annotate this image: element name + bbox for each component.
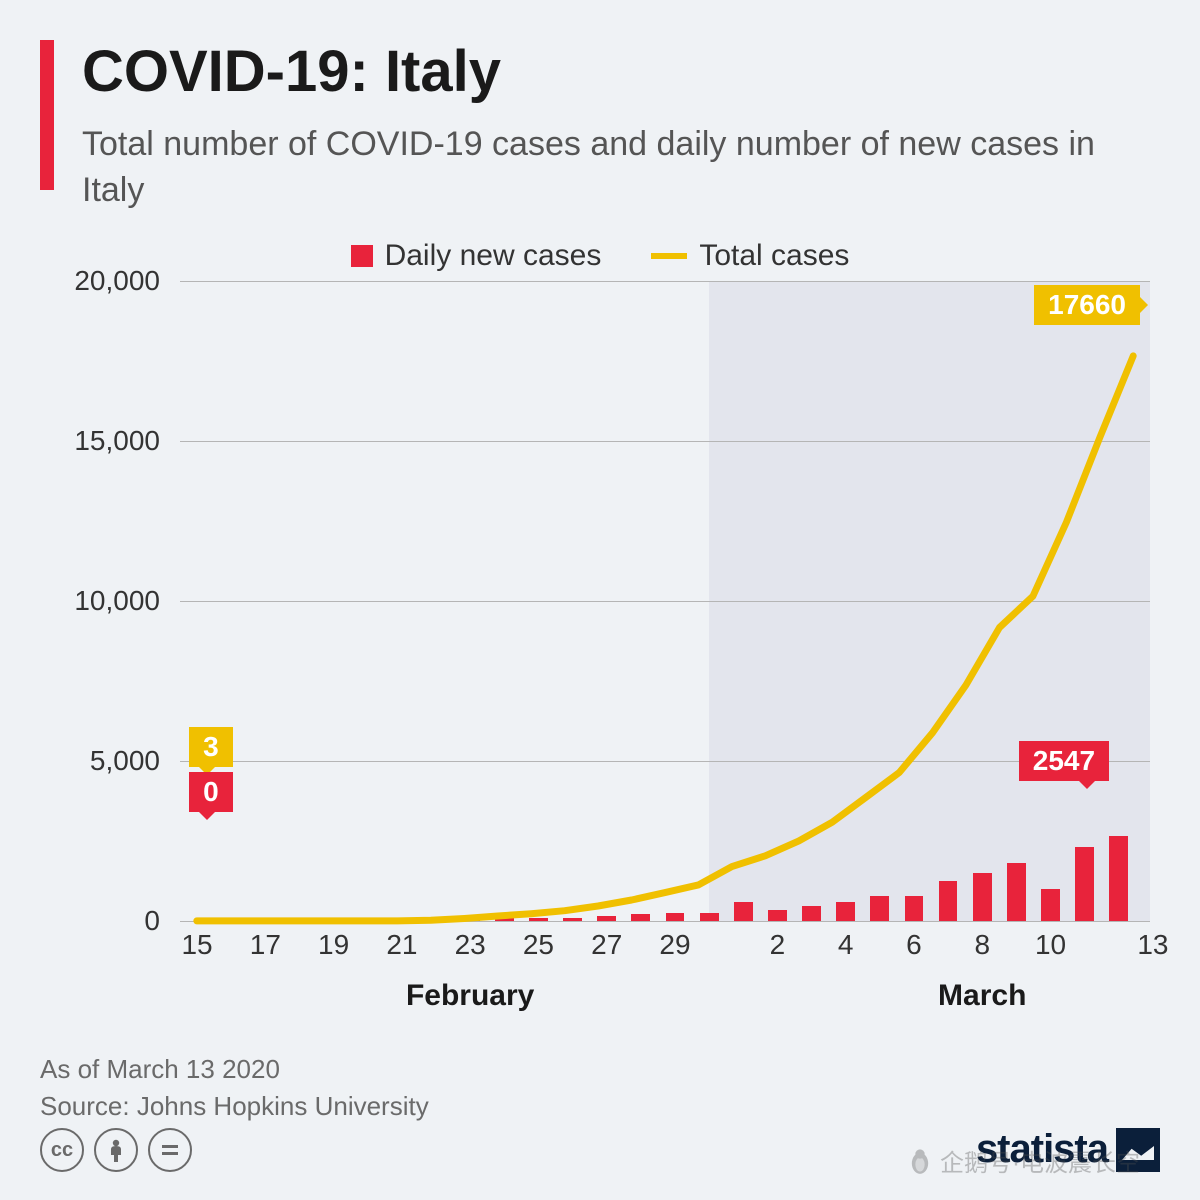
x-tick: 13: [1137, 929, 1168, 961]
header: COVID-19: Italy Total number of COVID-19…: [40, 40, 1160, 214]
y-axis: 05,00010,00015,00020,000: [50, 281, 160, 921]
page-subtitle: Total number of COVID-19 cases and daily…: [82, 122, 1160, 214]
x-tick: 21: [386, 929, 417, 961]
total-line: [180, 281, 1150, 921]
month-label: February: [406, 979, 534, 1013]
callout-start-daily: 0: [189, 772, 233, 812]
x-tick: 23: [455, 929, 486, 961]
source-text: Source: Johns Hopkins University: [40, 1088, 1160, 1126]
y-tick: 10,000: [50, 585, 160, 617]
callout-end-total: 17660: [1034, 285, 1140, 325]
legend-daily: Daily new cases: [351, 239, 602, 273]
accent-bar: [40, 40, 54, 190]
plot-area: 3 0 17660 2547: [180, 281, 1150, 921]
callout-end-daily: 2547: [1019, 741, 1109, 781]
x-tick: 6: [906, 929, 922, 961]
y-tick: 0: [50, 905, 160, 937]
legend-daily-swatch: [351, 245, 373, 267]
x-tick: 17: [250, 929, 281, 961]
title-block: COVID-19: Italy Total number of COVID-19…: [82, 40, 1160, 214]
callout-start-total: 3: [189, 727, 233, 767]
page-title: COVID-19: Italy: [82, 40, 1160, 104]
cc-icon: cc: [40, 1128, 84, 1172]
y-tick: 20,000: [50, 265, 160, 297]
chart: 05,00010,00015,00020,000 3 0 17660 2547 …: [50, 281, 1150, 981]
x-tick: 15: [181, 929, 212, 961]
by-icon: [94, 1128, 138, 1172]
license-icons: cc: [40, 1128, 192, 1172]
x-tick: 4: [838, 929, 854, 961]
legend-total: Total cases: [651, 239, 849, 273]
legend-total-swatch: [651, 253, 687, 259]
legend-daily-label: Daily new cases: [385, 239, 602, 273]
x-axis: 151719212325272924681013FebruaryMarch: [180, 921, 1150, 981]
footer-note: As of March 13 2020 Source: Johns Hopkin…: [40, 1051, 1160, 1126]
watermark: 企鹅号·电波震长空: [906, 1143, 1140, 1178]
x-tick: 25: [523, 929, 554, 961]
month-label: March: [938, 979, 1026, 1013]
x-tick: 29: [659, 929, 690, 961]
x-tick: 19: [318, 929, 349, 961]
x-tick: 8: [974, 929, 990, 961]
legend-total-label: Total cases: [699, 239, 849, 273]
legend: Daily new cases Total cases: [40, 239, 1160, 273]
nd-icon: [148, 1128, 192, 1172]
x-tick: 2: [770, 929, 786, 961]
y-tick: 15,000: [50, 425, 160, 457]
y-tick: 5,000: [50, 745, 160, 777]
asof-text: As of March 13 2020: [40, 1051, 1160, 1089]
x-tick: 10: [1035, 929, 1066, 961]
penguin-icon: [906, 1147, 934, 1175]
x-tick: 27: [591, 929, 622, 961]
